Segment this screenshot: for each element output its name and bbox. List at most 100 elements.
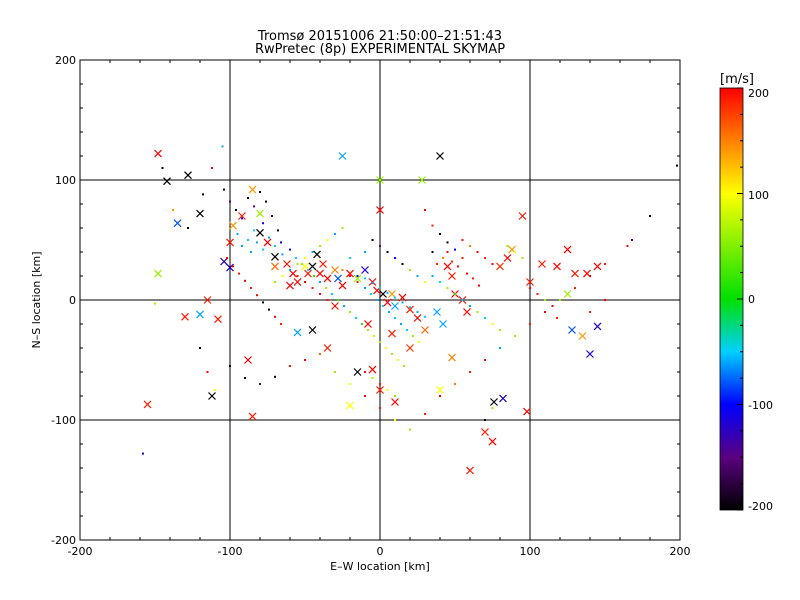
data-point-dot [356,275,359,277]
data-point-cross [173,219,182,228]
data-point-dot [439,233,441,235]
data-point-dot [412,335,414,337]
x-tick-label: -200 [68,545,93,558]
data-point-dot [232,265,234,268]
data-point-dot [262,222,264,225]
data-point-dot [341,269,344,271]
data-point-dot [484,257,486,259]
data-point-cross [263,238,272,247]
data-point-dot [355,317,357,319]
data-point-dot [478,284,480,287]
data-point-dot [161,167,164,169]
data-point-cross [203,296,212,304]
data-point-dot [244,377,246,379]
data-point-dot [386,389,389,391]
colorbar-ticks [737,87,743,511]
data-point-cross [421,326,429,334]
data-point-dot [379,341,381,343]
data-point-cross [563,245,572,254]
chart-title: Tromsø 20151006 21:50:00–21:51:43 [257,29,502,44]
data-point-dot [439,395,441,397]
data-point-dot [431,224,434,227]
data-point-cross [196,209,204,218]
data-point-cross [286,281,294,290]
data-point-dot [277,229,279,232]
y-tick-label: -100 [51,414,76,427]
data-point-dot [676,164,678,167]
data-point-dot [476,311,479,313]
data-point-cross [538,260,546,268]
data-point-dot [274,245,276,247]
data-point-cross [391,398,399,406]
data-point-dot [301,263,303,265]
data-point-dot [574,287,576,289]
data-point-dot [416,275,419,277]
data-point-dot [199,347,201,349]
data-point-dot [491,407,494,409]
x-tick-label: 0 [377,545,384,558]
x-tick-label: -100 [218,545,243,558]
data-point-dot [442,257,444,259]
data-point-dot [262,301,264,304]
data-point-dot [457,265,459,268]
data-point-dot [274,375,276,378]
data-point-dot [256,294,258,297]
data-point-dot [325,287,327,289]
data-point-dot [334,233,336,235]
data-point-dot [337,299,339,301]
data-point-dot [253,205,255,208]
data-point-dot [391,353,393,355]
data-point-cross [289,269,297,278]
data-point-dot [376,299,378,301]
data-point-dot [331,293,333,295]
data-point-cross [154,269,162,278]
data-point-dot [382,305,384,307]
colorbar-label: [m/s] [720,72,754,87]
data-point-cross [316,269,324,278]
data-point-cross [436,152,444,160]
data-point-dot [631,239,633,241]
data-point-dot [491,263,494,265]
data-point-dot [403,365,405,367]
data-point-dot [379,287,381,289]
data-point-cross [418,176,426,184]
data-point-dot [401,301,404,304]
data-point-cross [293,328,302,337]
data-point-dot [401,263,404,265]
data-point-dot [274,281,276,283]
data-point-dot [250,251,252,253]
data-point-dot [229,200,231,203]
data-point-dot [589,311,591,313]
data-point-cross [331,266,339,274]
data-point-cross [181,312,189,321]
colorbar-tick-label: 0 [748,293,755,306]
data-point-dot [319,281,321,283]
data-point-dot [499,347,501,349]
data-point-dot [431,251,434,253]
data-point-dot [259,191,261,193]
data-point-dot [454,248,456,251]
data-point-dot [394,257,396,259]
data-point-cross [346,401,354,410]
data-point-cross [256,228,264,237]
data-point-dot [236,233,239,235]
data-point-dot [466,272,468,275]
data-point-cross [184,171,192,180]
data-point-dot [364,287,366,289]
data-point-dot [446,287,449,289]
data-point-dot [313,275,315,277]
data-point-dot [431,275,434,277]
data-point-cross [338,152,347,160]
y-tick-label: 200 [55,54,76,67]
data-point-dot [394,317,396,319]
y-tick-label: 0 [69,294,76,307]
data-point-dot [214,389,216,391]
data-point-dot [274,315,276,318]
data-point-cross [319,260,327,268]
colorbar-tick-label: 200 [748,87,769,100]
data-point-cross [526,278,534,286]
data-point-dot [341,227,344,229]
data-point-dot [406,329,408,331]
data-point-dot [259,383,261,385]
data-point-dot [187,227,189,229]
